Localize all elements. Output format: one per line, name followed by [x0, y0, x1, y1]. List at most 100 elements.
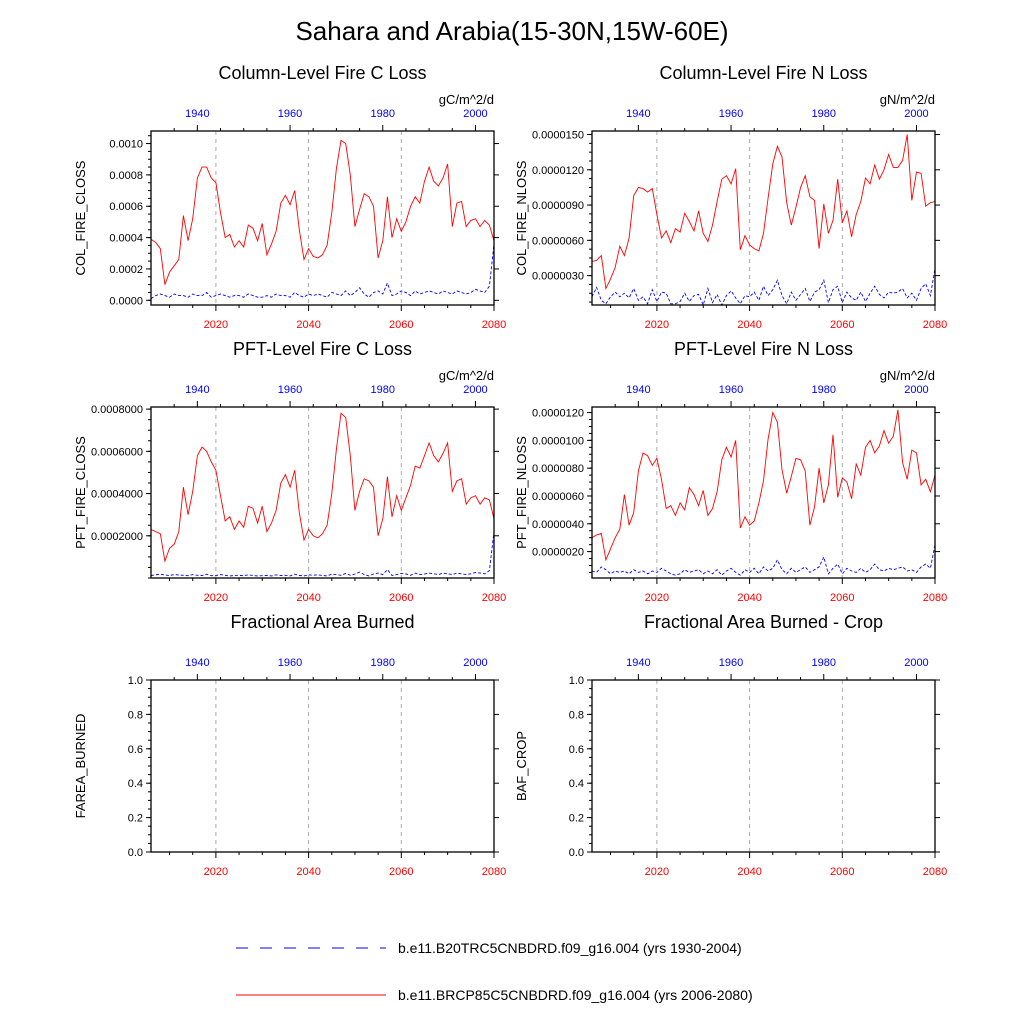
y-tick-label: 0.0008	[109, 170, 143, 182]
y-axis-label: PFT_FIRE_NLOSS	[514, 436, 529, 549]
x-top-tick-label: 1980	[371, 108, 395, 120]
y-tick-label: 0.0000120	[532, 165, 584, 177]
y-axis-label: BAF_CROP	[514, 731, 529, 801]
x-top-tick-label: 1980	[812, 384, 836, 396]
x-bottom-tick-label: 2060	[830, 319, 854, 331]
x-bottom-tick-label: 2060	[389, 592, 413, 604]
x-top-tick-label: 1960	[278, 108, 302, 120]
y-tick-label: 0.4	[128, 778, 143, 790]
panel-title: Column-Level Fire N Loss	[659, 63, 867, 83]
panel-title: PFT-Level Fire C Loss	[233, 339, 412, 359]
x-bottom-tick-label: 2020	[204, 319, 228, 331]
y-tick-label: 0.0000120	[532, 408, 584, 420]
x-bottom-tick-label: 2020	[204, 592, 228, 604]
y-axis-label: PFT_FIRE_CLOSS	[73, 436, 88, 549]
y-tick-label: 0.0000	[109, 295, 143, 307]
x-top-tick-label: 1940	[626, 108, 650, 120]
x-top-tick-label: 1960	[278, 384, 302, 396]
x-top-tick-label: 1980	[371, 384, 395, 396]
y-tick-label: 0.0000060	[532, 491, 584, 503]
x-bottom-tick-label: 2040	[737, 319, 761, 331]
panel-baf-crop: Fractional Area Burned - Crop BAF_CROP 0.0…	[514, 612, 947, 878]
plot-frame	[150, 130, 495, 306]
y-axis-label: COL_FIRE_NLOSS	[514, 160, 529, 275]
y-tick-label: 0.0002	[109, 264, 143, 276]
x-bottom-tick-label: 2020	[645, 866, 669, 878]
panel-title: Fractional Area Burned	[230, 612, 414, 632]
x-bottom-tick-label: 2040	[296, 592, 320, 604]
y-axis-label: FAREA_BURNED	[73, 714, 88, 819]
units-label: gN/m^2/d	[880, 92, 935, 107]
x-bottom-tick-label: 2040	[296, 319, 320, 331]
y-tick-label: 0.2	[569, 813, 584, 825]
y-tick-label: 0.0000020	[532, 547, 584, 559]
x-bottom-tick-label: 2060	[830, 866, 854, 878]
y-tick-label: 0.6	[569, 744, 584, 756]
y-tick-label: 0.0000080	[532, 463, 584, 475]
y-tick-label: 0.0004000	[91, 489, 143, 501]
x-bottom-tick-label: 2080	[482, 866, 506, 878]
plot-frame	[591, 130, 936, 306]
x-top-tick-label: 1940	[185, 384, 209, 396]
y-tick-label: 0.0	[569, 847, 584, 859]
x-bottom-tick-label: 2080	[923, 319, 947, 331]
x-top-tick-label: 1960	[278, 657, 302, 669]
x-top-tick-label: 2000	[904, 657, 928, 669]
x-bottom-tick-label: 2040	[296, 866, 320, 878]
historical-series-line	[591, 268, 936, 307]
x-bottom-tick-label: 2060	[830, 592, 854, 604]
x-bottom-tick-label: 2020	[645, 592, 669, 604]
y-tick-label: 0.8	[569, 709, 584, 721]
future-series-line	[591, 134, 936, 291]
units-label: gN/m^2/d	[880, 368, 935, 383]
figure-title: Sahara and Arabia(15-30N,15W-60E)	[295, 16, 728, 46]
y-tick-label: 0.4	[569, 778, 584, 790]
units-label: gC/m^2/d	[439, 92, 494, 107]
future-series-line	[591, 409, 936, 562]
x-top-tick-label: 2000	[904, 108, 928, 120]
x-top-tick-label: 1940	[185, 657, 209, 669]
y-tick-label: 0.0000150	[532, 130, 584, 142]
units-label: gC/m^2/d	[439, 368, 494, 383]
y-tick-label: 0.0006	[109, 201, 143, 213]
y-tick-label: 0.6	[128, 744, 143, 756]
x-bottom-tick-label: 2060	[389, 866, 413, 878]
x-top-tick-label: 2000	[463, 384, 487, 396]
x-top-tick-label: 2000	[904, 384, 928, 396]
y-tick-label: 0.0006000	[91, 446, 143, 458]
panel-title: PFT-Level Fire N Loss	[674, 339, 853, 359]
x-top-tick-label: 1940	[626, 384, 650, 396]
x-bottom-tick-label: 2080	[923, 866, 947, 878]
x-top-tick-label: 1940	[185, 108, 209, 120]
plot-frame	[150, 679, 495, 853]
y-tick-label: 0.0000030	[532, 271, 584, 283]
legend-future-label: b.e11.BRCP85C5CNBDRD.f09_g16.004 (yrs 20…	[398, 987, 753, 1003]
y-tick-label: 0.2	[128, 813, 143, 825]
panel-title: Column-Level Fire C Loss	[218, 63, 426, 83]
panel-pft-fire-nloss: PFT-Level Fire N Loss gN/m^2/d PFT_FIRE_NL…	[514, 339, 947, 604]
x-top-tick-label: 1940	[626, 657, 650, 669]
x-bottom-tick-label: 2080	[482, 319, 506, 331]
x-top-tick-label: 1980	[812, 108, 836, 120]
y-tick-label: 0.8	[128, 709, 143, 721]
legend-historical-label: b.e11.B20TRC5CNBDRD.f09_g16.004 (yrs 193…	[398, 940, 742, 956]
plot-frame	[591, 406, 936, 579]
y-tick-label: 0.0000100	[532, 435, 584, 447]
x-top-tick-label: 1960	[719, 657, 743, 669]
panel-title: Fractional Area Burned - Crop	[644, 612, 883, 632]
x-bottom-tick-label: 2080	[482, 592, 506, 604]
y-tick-label: 0.0000060	[532, 235, 584, 247]
panels: Column-Level Fire C Loss gC/m^2/d COL_FIRE…	[73, 63, 947, 878]
legend: b.e11.B20TRC5CNBDRD.f09_g16.004 (yrs 193…	[236, 940, 753, 1003]
x-bottom-tick-label: 2020	[204, 866, 228, 878]
y-tick-label: 1.0	[128, 675, 143, 687]
x-top-tick-label: 1980	[371, 657, 395, 669]
plot-frame	[591, 679, 936, 853]
panel-pft-fire-closs: PFT-Level Fire C Loss gC/m^2/d PFT_FIRE_CL…	[73, 339, 506, 604]
plot-frame	[150, 406, 495, 579]
x-bottom-tick-label: 2040	[737, 592, 761, 604]
y-tick-label: 0.0000040	[532, 519, 584, 531]
panel-col-fire-nloss: Column-Level Fire N Loss gN/m^2/d COL_FIRE…	[514, 63, 947, 331]
x-bottom-tick-label: 2060	[389, 319, 413, 331]
